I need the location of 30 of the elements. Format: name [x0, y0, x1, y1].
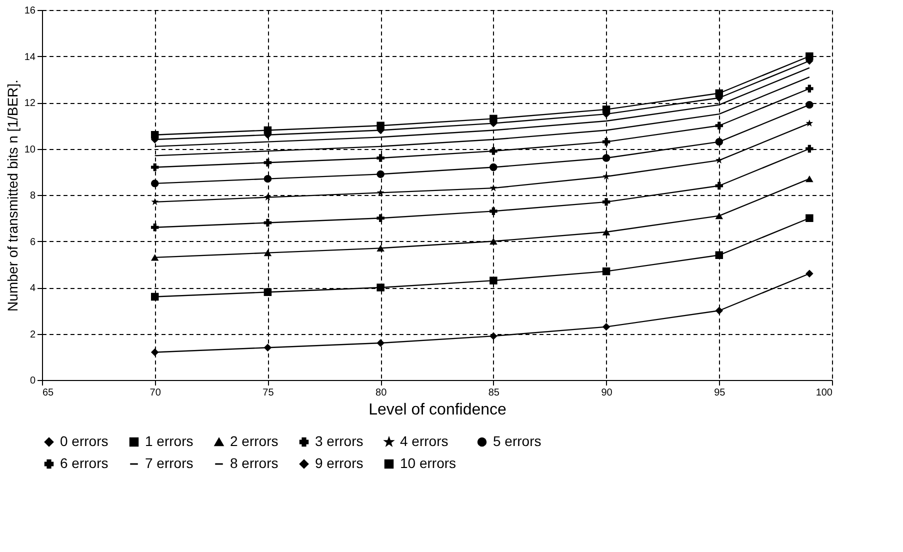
x-tick-label: 70: [150, 388, 162, 398]
y-tick-label: 4: [30, 283, 36, 294]
legend-label: 1 errors: [145, 433, 194, 449]
x-tick-label: 95: [714, 388, 726, 398]
legend-label: 6 errors: [60, 455, 108, 471]
legend-label: 4 errors: [400, 433, 448, 449]
legend-label: 5 errors: [493, 433, 542, 449]
y-tick-label: 8: [30, 190, 36, 202]
legend-label: 7 errors: [145, 455, 194, 471]
legend-label: 0 errors: [60, 433, 108, 449]
x-tick-label: 90: [601, 388, 613, 398]
legend-label: 9 errors: [315, 455, 364, 471]
x-tick-label: 100: [816, 388, 833, 398]
y-tick-label: 0: [30, 376, 36, 386]
x-tick-label: 75: [262, 388, 274, 398]
y-tick-label: 10: [24, 144, 36, 156]
y-tick-label: 12: [24, 98, 36, 109]
legend-label: 3 errors: [315, 433, 364, 449]
x-axis-title: Level of confidence: [368, 402, 507, 418]
y-tick-label: 6: [30, 236, 36, 248]
y-tick-label: 2: [30, 329, 36, 340]
legend-label: 10 errors: [400, 455, 456, 471]
x-tick-label: 80: [376, 388, 388, 398]
x-tick-label: 85: [488, 388, 500, 398]
legend-label: 8 errors: [230, 455, 278, 471]
y-tick-label: 16: [24, 6, 36, 16]
x-tick-label: 65: [42, 388, 54, 398]
y-axis-title: Number of transmitted bits n [1/BER].: [4, 80, 20, 312]
legend-label: 2 errors: [230, 433, 278, 449]
y-tick-label: 14: [24, 52, 36, 63]
